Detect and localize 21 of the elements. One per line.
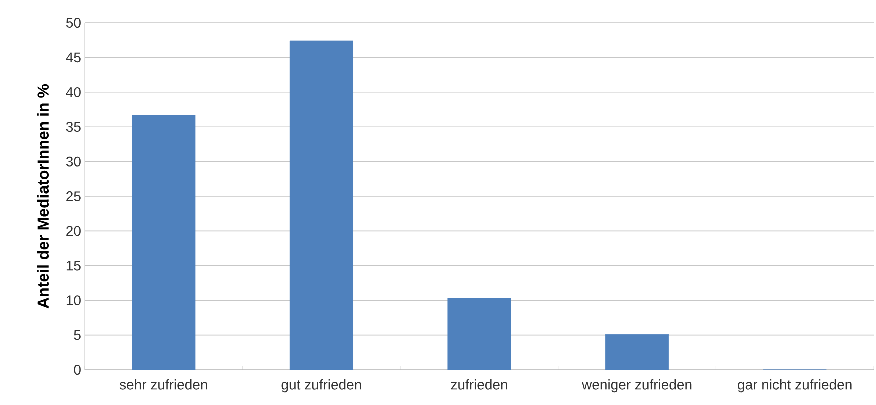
y-axis-title: Anteil der MediatorInnen in % — [37, 84, 50, 309]
y-tick-label: 25 — [66, 192, 81, 202]
y-tick-label: 45 — [66, 52, 81, 63]
y-tick-label: 30 — [66, 156, 81, 167]
x-tick-label: sehr zufrieden — [120, 380, 208, 390]
y-tick-label: 35 — [66, 122, 81, 132]
x-tick-label: zufrieden — [451, 380, 508, 390]
y-tick-label: 50 — [66, 18, 81, 28]
x-tick-label: gar nicht zufrieden — [738, 380, 852, 393]
y-tick-label: 20 — [66, 226, 81, 236]
bar — [290, 40, 354, 370]
bar — [606, 334, 670, 370]
x-tick-label: weniger zufrieden — [582, 380, 692, 393]
bar — [132, 115, 196, 370]
y-tick-label: 40 — [66, 87, 81, 98]
y-tick-label: 0 — [74, 365, 81, 375]
y-tick-label: 10 — [66, 296, 81, 306]
y-tick-label: 5 — [74, 330, 81, 340]
bar — [448, 298, 512, 370]
x-tick-label: gut zufrieden — [282, 380, 362, 393]
y-tick-label: 15 — [66, 261, 81, 271]
